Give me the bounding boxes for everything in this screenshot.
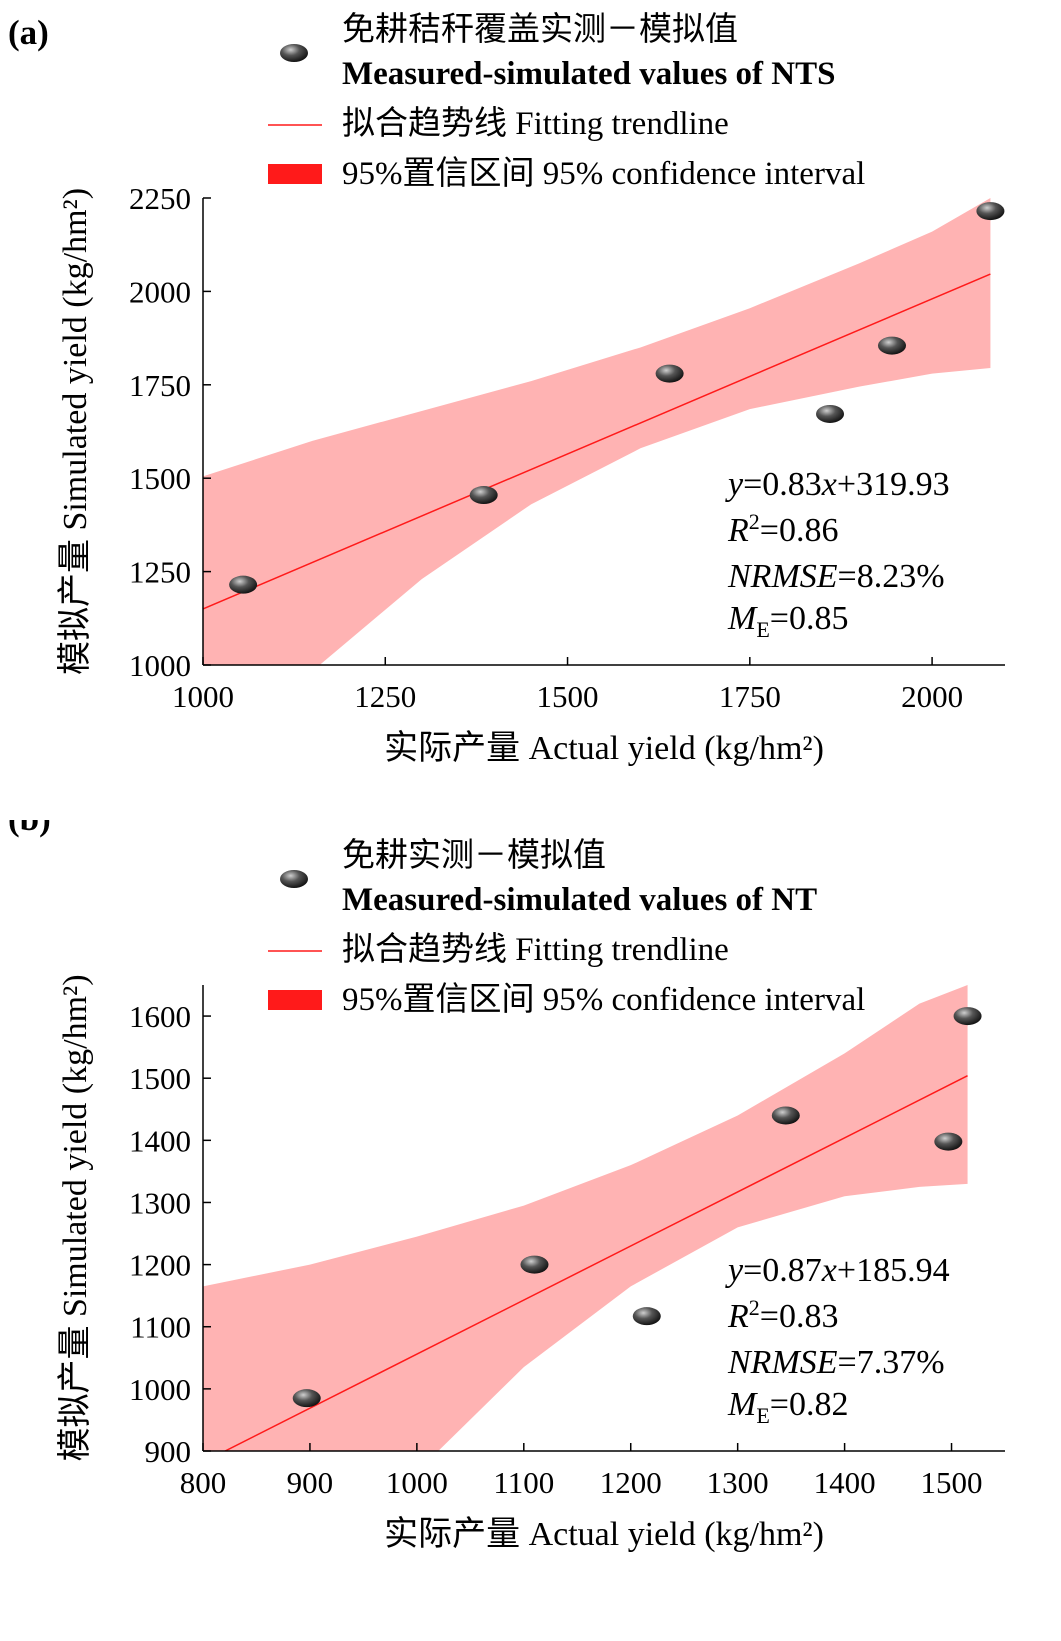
data-point-1	[292, 1389, 321, 1408]
x-tick-label: 1000	[386, 1465, 448, 1500]
y-tick-label: 1250	[129, 555, 191, 590]
y-tick-label: 1100	[130, 1310, 191, 1345]
legend-line-label: 拟合趋势线 Fitting trendline	[342, 105, 729, 142]
legend-band-swatch	[268, 990, 322, 1010]
confidence-band	[203, 985, 968, 1451]
panel-label: (b)	[8, 820, 51, 838]
y-tick-label: 1600	[129, 999, 191, 1034]
legend-points-en: Measured-simulated values of NT	[342, 882, 817, 918]
x-tick-label: 1200	[600, 1465, 662, 1500]
y-tick-label: 1500	[129, 1061, 191, 1096]
y-axis-label: 模拟产量 Simulated yield (kg/hm²)	[56, 974, 94, 1461]
y-tick-label: 2250	[129, 181, 191, 216]
legend-points-en: Measured-simulated values of NTS	[342, 56, 836, 92]
data-point-4	[816, 404, 845, 423]
data-point-5	[877, 336, 906, 355]
x-tick-label: 1000	[172, 679, 234, 714]
y-axis-label: 模拟产量 Simulated yield (kg/hm²)	[56, 188, 94, 675]
y-tick-label: 2000	[129, 274, 191, 309]
x-tick-label: 2000	[901, 679, 963, 714]
legend-marker	[280, 44, 308, 62]
legend-points-zh: 免耕秸秆覆盖实测－模拟值	[342, 11, 738, 48]
x-tick-label: 1100	[493, 1465, 554, 1500]
legend-points-zh: 免耕实测－模拟值	[342, 837, 606, 874]
y-tick-label: 1500	[129, 461, 191, 496]
legend-band-label: 95%置信区间 95% confidence interval	[342, 155, 865, 192]
fit-line	[224, 1075, 968, 1451]
y-tick-label: 1000	[129, 648, 191, 683]
x-tick-label: 800	[180, 1465, 227, 1500]
legend-line-label: 拟合趋势线 Fitting trendline	[342, 931, 729, 968]
x-tick-label: 1500	[537, 679, 599, 714]
nrmse: NRMSE=7.37%	[727, 1344, 945, 1381]
model-efficiency: ME=0.85	[727, 600, 848, 642]
y-tick-label: 1000	[129, 1372, 191, 1407]
y-tick-label: 1750	[129, 368, 191, 403]
data-point-6	[976, 202, 1005, 221]
r-squared: R2=0.86	[727, 509, 838, 549]
chart-panel-a: (a) 免耕秸秆覆盖实测－模拟值 Measured-simulated values…	[8, 11, 1005, 767]
x-tick-label: 1400	[814, 1465, 876, 1500]
x-tick-label: 900	[287, 1465, 334, 1500]
x-axis-label: 实际产量 Actual yield (kg/hm²)	[384, 729, 824, 767]
data-point-6	[953, 1007, 982, 1026]
legend: 免耕秸秆覆盖实测－模拟值 Measured-simulated values of…	[268, 11, 865, 192]
y-tick-label: 1200	[129, 1248, 191, 1283]
x-tick-label: 1300	[707, 1465, 769, 1500]
confidence-band	[203, 198, 991, 665]
chart-panel-b: (b) 免耕实测－模拟值 Measured-simulated values of …	[8, 820, 1005, 1553]
model-efficiency: ME=0.82	[727, 1386, 848, 1428]
data-point-5	[934, 1132, 963, 1151]
panel-label: (a)	[8, 13, 49, 52]
data-point-3	[632, 1307, 661, 1326]
data-point-4	[771, 1106, 800, 1125]
data-point-2	[520, 1255, 549, 1274]
data-point-1	[229, 575, 258, 594]
legend-band-swatch	[268, 164, 322, 184]
fit-equation: y=0.83x+319.93	[725, 466, 950, 503]
legend: 免耕实测－模拟值 Measured-simulated values of NT 拟…	[268, 837, 865, 1018]
data-point-3	[655, 364, 684, 383]
fit-line	[203, 273, 991, 610]
legend-band-label: 95%置信区间 95% confidence interval	[342, 981, 865, 1018]
nrmse: NRMSE=8.23%	[727, 558, 945, 595]
fit-equation: y=0.87x+185.94	[725, 1252, 950, 1289]
x-axis-label: 实际产量 Actual yield (kg/hm²)	[384, 1515, 824, 1553]
y-tick-label: 900	[145, 1434, 192, 1469]
legend-marker	[280, 870, 308, 888]
data-point-2	[469, 486, 498, 505]
y-tick-label: 1300	[129, 1185, 191, 1220]
x-tick-label: 1750	[719, 679, 781, 714]
r-squared: R2=0.83	[727, 1295, 838, 1335]
x-tick-label: 1250	[354, 679, 416, 714]
y-tick-label: 1400	[129, 1123, 191, 1158]
x-tick-label: 1500	[921, 1465, 983, 1500]
